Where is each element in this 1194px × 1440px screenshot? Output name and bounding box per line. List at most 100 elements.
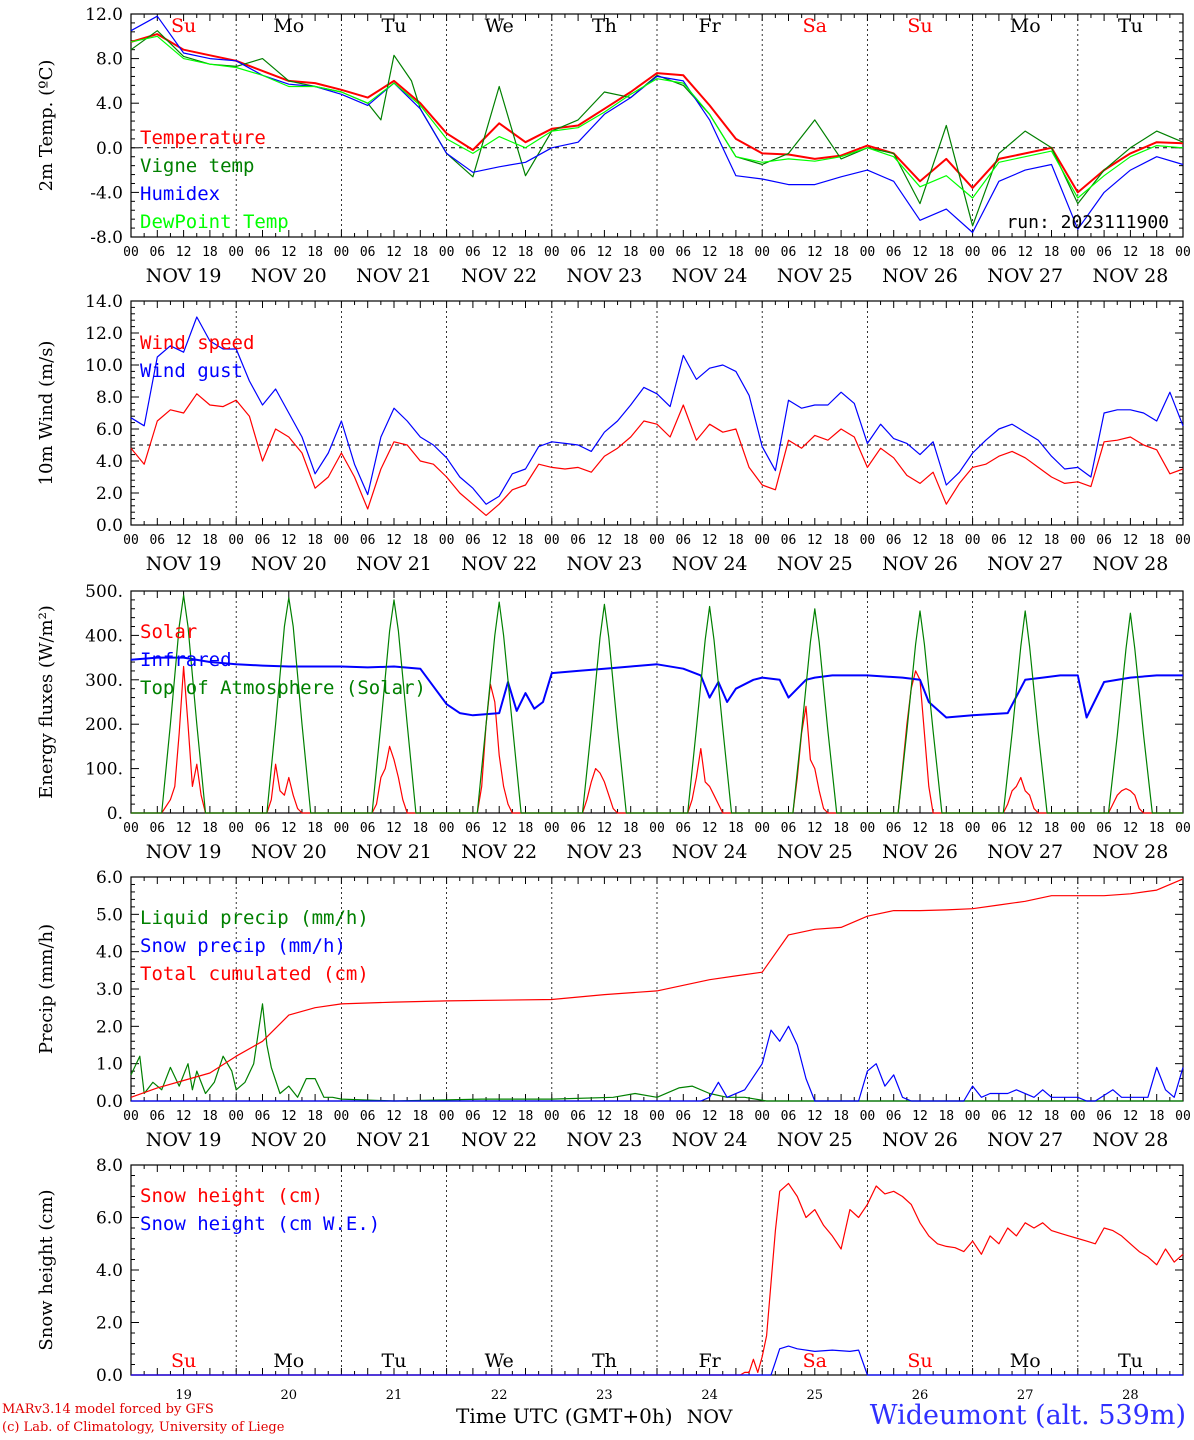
x-hour-label: 12 [912,245,928,260]
x-hour-label: 00 [123,821,139,836]
x-hour-label: 18 [833,533,849,548]
x-hour-label: 06 [781,821,797,836]
x-date-label: NOV 23 [566,265,642,287]
y-tick-label: 2.0 [96,484,123,504]
x-hour-label: 06 [886,245,902,260]
x-hour-label: 12 [176,245,192,260]
x-date-label: NOV 22 [461,841,537,863]
x-hour-label: 06 [255,1109,271,1124]
x-hour-label: 18 [307,1109,323,1124]
legend-entry: Humidex [140,183,220,205]
series-line [130,878,1184,1098]
x-date-label: NOV 28 [1092,265,1168,287]
x-date-label: NOV 25 [777,265,853,287]
weekday-label: We [485,1350,514,1372]
x-hour-label: 06 [465,821,481,836]
x-date-label: NOV 24 [672,553,748,575]
weekday-label: Tu [382,1350,407,1372]
weekday-label: Sa [803,15,827,37]
x-hour-label: 00 [1070,1109,1086,1124]
x-date-label: NOV 27 [987,1129,1063,1151]
x-hour-label: 00 [1175,533,1191,548]
x-hour-label: 06 [675,821,691,836]
x-hour-label: 06 [1096,1109,1112,1124]
legend-entry: Total cumulated (cm) [140,963,369,985]
bottom-month-label: NOV [687,1406,733,1428]
y-tick-label: -4.0 [90,183,123,203]
weekday-label: Mo [273,15,304,37]
x-date-label: NOV 26 [882,841,958,863]
x-hour-label: 18 [202,533,218,548]
x-hour-label: 18 [833,1109,849,1124]
x-date-label: NOV 22 [461,265,537,287]
x-hour-label: 12 [807,533,823,548]
y-tick-label: 2.0 [96,1314,123,1334]
x-hour-label: 12 [1017,245,1033,260]
x-hour-label: 18 [938,245,954,260]
x-hour-label: 12 [176,821,192,836]
x-hour-label: 00 [123,245,139,260]
weekday-label: Th [592,1350,617,1372]
x-date-label: NOV 26 [882,1129,958,1151]
y-tick-label: 300. [85,671,123,691]
legend-entry: Liquid precip (mm/h) [140,907,369,929]
weekday-label: Su [171,1350,196,1372]
weekday-label: Tu [1118,15,1143,37]
x-hour-label: 18 [938,821,954,836]
x-hour-label: 00 [754,245,770,260]
x-hour-label: 00 [754,821,770,836]
series-line [131,1182,1184,1376]
credit-line-2: (c) Lab. of Climatology, University of L… [2,1420,285,1435]
weekday-label: Mo [1010,1350,1041,1372]
x-hour-label: 12 [807,821,823,836]
weekday-label: Fr [698,1350,721,1372]
x-hour-label: 06 [465,245,481,260]
y-axis-title: 2m Temp. (ºC) [36,60,57,192]
x-hour-label: 00 [754,533,770,548]
y-tick-label: 8.0 [96,50,123,70]
x-hour-label: 18 [833,245,849,260]
x-hour-label: 18 [518,1109,534,1124]
x-date-label: NOV 20 [251,841,327,863]
x-hour-label: 12 [281,533,297,548]
y-tick-label: 5.0 [96,905,123,925]
x-hour-label: 18 [623,821,639,836]
legend-entry: Vigne temp [140,155,254,177]
bottom-date-label: 21 [386,1388,403,1403]
x-hour-label: 18 [623,533,639,548]
y-tick-label: 14.0 [85,292,123,312]
x-hour-label: 06 [1096,533,1112,548]
y-tick-label: 4.0 [96,94,123,114]
x-hour-label: 00 [334,1109,350,1124]
x-hour-label: 06 [781,533,797,548]
x-hour-label: 00 [334,245,350,260]
series-line [130,656,1183,719]
x-hour-label: 00 [228,533,244,548]
bottom-date-label: 23 [596,1388,613,1403]
bottom-date-label: 27 [1017,1388,1034,1403]
x-hour-label: 12 [1123,533,1139,548]
y-tick-label: 1.0 [96,1055,123,1075]
y-tick-label: 100. [85,760,123,780]
x-hour-label: 12 [281,1109,297,1124]
weekday-label: Sa [803,1350,827,1372]
x-hour-label: 06 [886,533,902,548]
x-hour-label: 12 [1017,821,1033,836]
x-hour-label: 18 [307,245,323,260]
x-hour-label: 18 [728,1109,744,1124]
x-date-label: NOV 25 [777,1129,853,1151]
x-hour-label: 12 [597,245,613,260]
x-hour-label: 00 [1070,533,1086,548]
x-hour-label: 18 [1044,821,1060,836]
x-hour-label: 00 [439,533,455,548]
x-hour-label: 12 [597,821,613,836]
y-tick-label: 6.0 [96,1209,123,1229]
x-hour-label: 00 [228,245,244,260]
credit-line-1: MARv3.14 model forced by GFS [2,1402,214,1417]
y-tick-label: 4.0 [96,452,123,472]
x-hour-label: 06 [255,533,271,548]
weekday-label: Su [907,15,932,37]
x-hour-label: 00 [439,1109,455,1124]
y-tick-label: 4.0 [96,943,123,963]
